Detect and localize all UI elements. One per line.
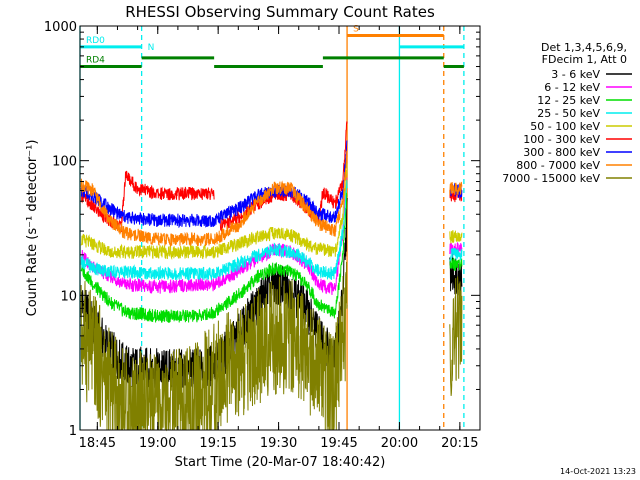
legend-header-line: FDecim 1, Att 0: [542, 53, 627, 66]
x-tick-label-19-45: 19:45: [320, 436, 357, 451]
date-stamp: 14-Oct-2021 13:23: [560, 467, 636, 476]
legend-label-800-7000-kev: 800 - 7000 keV: [516, 159, 600, 172]
x-tick-label-19-15: 19:15: [199, 436, 236, 451]
legend-label-25-50-kev: 25 - 50 keV: [537, 107, 600, 120]
legend-label-6-12-kev: 6 - 12 keV: [544, 81, 600, 94]
axes: 1 10 100 1000 18:45 19:00 19:15 19:30 19:45 20:00…: [44, 20, 481, 451]
y-tick-label-100: 100: [52, 155, 77, 170]
legend-label-7000-15000-kev: 7000 - 15000 keV: [502, 172, 600, 185]
legend-label-50-100-kev: 50 - 100 keV: [530, 120, 600, 133]
state-label-s: S: [353, 25, 359, 35]
state-label-rd4: RD4: [86, 56, 105, 66]
series-line-7000-15000-kev: [80, 261, 463, 432]
x-tick-label-18-45: 18:45: [79, 436, 116, 451]
y-tick-label-10: 10: [60, 289, 77, 304]
y-tick-label-1000: 1000: [44, 20, 77, 35]
state-label-rd0: RD0: [86, 36, 105, 46]
series-line-800-7000-kev: [80, 150, 463, 248]
plot-area: RD0 RD4 S N: [79, 25, 465, 432]
legend-label-300-800-kev: 300 - 800 keV: [523, 146, 600, 159]
series-line-12-25-kev: [80, 192, 463, 323]
series-line-25-50-kev: [80, 179, 463, 281]
state-label-n: N: [148, 43, 155, 53]
x-tick-label-20-15: 20:15: [441, 436, 478, 451]
x-tick-label-19-00: 19:00: [139, 436, 176, 451]
legend-label-100-300-kev: 100 - 300 keV: [523, 133, 600, 146]
y-axis-title: Count Rate (s⁻¹ detector⁻¹): [25, 140, 40, 317]
x-axis-title: Start Time (20-Mar-07 18:40:42): [175, 455, 386, 470]
x-tick-label-20-00: 20:00: [381, 436, 418, 451]
legend-header-line: Det 1,3,4,5,6,9,: [541, 41, 627, 54]
plot-frame: [79, 25, 481, 431]
legend: Det 1,3,4,5,6,9,FDecim 1, Att 0 3 - 6 keV…: [502, 41, 632, 185]
x-tick-label-19-30: 19:30: [260, 436, 297, 451]
chart-title: RHESSI Observing Summary Count Rates: [125, 3, 435, 21]
y-tick-label-1: 1: [69, 424, 77, 439]
legend-label-3-6-kev: 3 - 6 keV: [551, 68, 600, 81]
series-line-50-100-kev: [80, 163, 463, 261]
legend-label-12-25-kev: 12 - 25 keV: [537, 94, 600, 107]
